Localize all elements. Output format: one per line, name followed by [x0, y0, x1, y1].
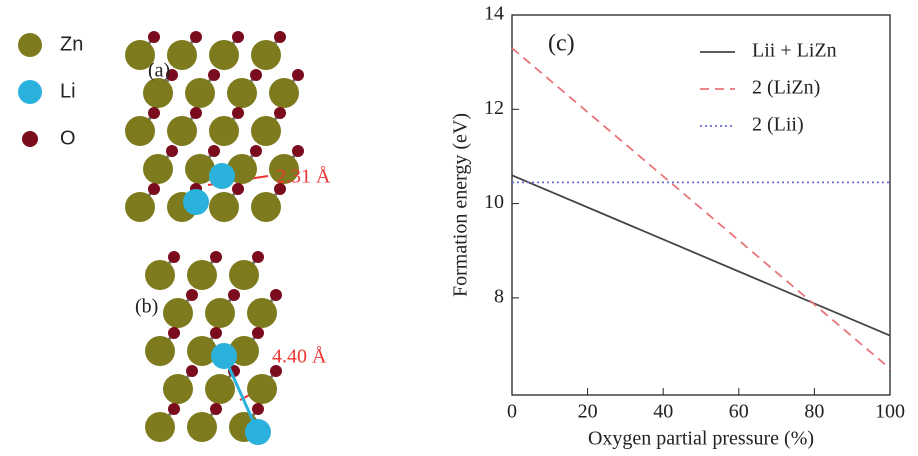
o-atom — [274, 31, 286, 43]
zn-atom — [125, 116, 155, 146]
zn-atom — [209, 116, 239, 146]
o-atom — [210, 251, 222, 263]
y-axis-label: Formation energy (eV) — [450, 113, 472, 297]
o-atom — [228, 289, 240, 301]
panel-label: (b) — [135, 296, 158, 318]
zn-atom — [205, 298, 235, 328]
o-atom — [186, 289, 198, 301]
zn-atom — [185, 78, 215, 108]
o-atom — [168, 251, 180, 263]
o-atom — [232, 31, 244, 43]
atom-icon — [18, 33, 42, 57]
zn-atom — [187, 260, 217, 290]
o-atom — [252, 403, 264, 415]
o-atom — [190, 107, 202, 119]
panel-label: (c) — [548, 31, 575, 57]
o-atom — [208, 69, 220, 81]
x-tick-label: 80 — [804, 401, 824, 423]
o-atom — [166, 145, 178, 157]
o-atom — [210, 327, 222, 339]
zn-atom — [205, 374, 235, 404]
zn-atom — [125, 192, 155, 222]
legend-label: Lii + LiZn — [752, 40, 837, 62]
x-tick-label: 0 — [507, 401, 517, 423]
series-line — [512, 48, 890, 369]
o-atom — [292, 69, 304, 81]
li-atom — [183, 189, 209, 215]
o-atom — [168, 327, 180, 339]
y-tick-label: 12 — [484, 97, 504, 119]
o-atom — [190, 31, 202, 43]
series-line — [512, 175, 890, 335]
plot-frame — [512, 15, 890, 395]
zn-atom — [247, 298, 277, 328]
o-atom — [186, 365, 198, 377]
atom-icon — [22, 131, 38, 147]
o-atom — [148, 107, 160, 119]
figure: Zn Li O (a) (b) 2.31 Å 4.40 Å 0 20 40 60 80 100 8 10 12… — [0, 0, 918, 456]
x-tick-label: 100 — [875, 401, 905, 423]
zn-atom — [145, 336, 175, 366]
o-atom — [292, 145, 304, 157]
atom-label: Zn — [60, 33, 83, 55]
y-tick-label: 10 — [484, 191, 504, 213]
x-tick-label: 40 — [653, 401, 673, 423]
distance-label: 2.31 Å — [276, 166, 331, 188]
o-atom — [208, 145, 220, 157]
distance-label: 4.40 Å — [272, 346, 327, 368]
zn-atom — [163, 298, 193, 328]
zn-atom — [251, 116, 281, 146]
zn-atom — [187, 412, 217, 442]
zn-atom — [227, 78, 257, 108]
o-atom — [250, 145, 262, 157]
zn-atom — [251, 192, 281, 222]
o-atom — [148, 31, 160, 43]
zn-atom — [145, 412, 175, 442]
zn-atom — [143, 154, 173, 184]
o-atom — [252, 251, 264, 263]
zn-atom — [269, 78, 299, 108]
li-atom — [209, 163, 235, 189]
o-atom — [252, 327, 264, 339]
o-atom — [250, 69, 262, 81]
x-tick-label: 20 — [578, 401, 598, 423]
zn-atom — [247, 374, 277, 404]
zn-atom — [251, 40, 281, 70]
panel-label: (a) — [148, 60, 170, 82]
x-tick-label: 60 — [729, 401, 749, 423]
legend-label: 2 (Lii) — [752, 114, 804, 136]
atom-label: O — [60, 127, 76, 149]
zn-atom — [209, 192, 239, 222]
o-atom — [168, 403, 180, 415]
zn-atom — [167, 40, 197, 70]
zn-atom — [145, 260, 175, 290]
zn-atom — [209, 40, 239, 70]
y-tick-label: 14 — [484, 3, 504, 25]
zn-atom — [163, 374, 193, 404]
legend-label: 2 (LiZn) — [752, 77, 820, 99]
y-tick-label: 8 — [494, 285, 504, 307]
atom-label: Li — [60, 80, 76, 102]
o-atom — [270, 289, 282, 301]
o-atom — [232, 107, 244, 119]
o-atom — [148, 183, 160, 195]
o-atom — [274, 107, 286, 119]
o-atom — [210, 403, 222, 415]
zn-atom — [143, 78, 173, 108]
zn-atom — [229, 260, 259, 290]
o-atom — [232, 183, 244, 195]
zn-atom — [167, 116, 197, 146]
atom-icon — [18, 80, 42, 104]
x-axis-label: Oxygen partial pressure (%) — [588, 428, 814, 450]
